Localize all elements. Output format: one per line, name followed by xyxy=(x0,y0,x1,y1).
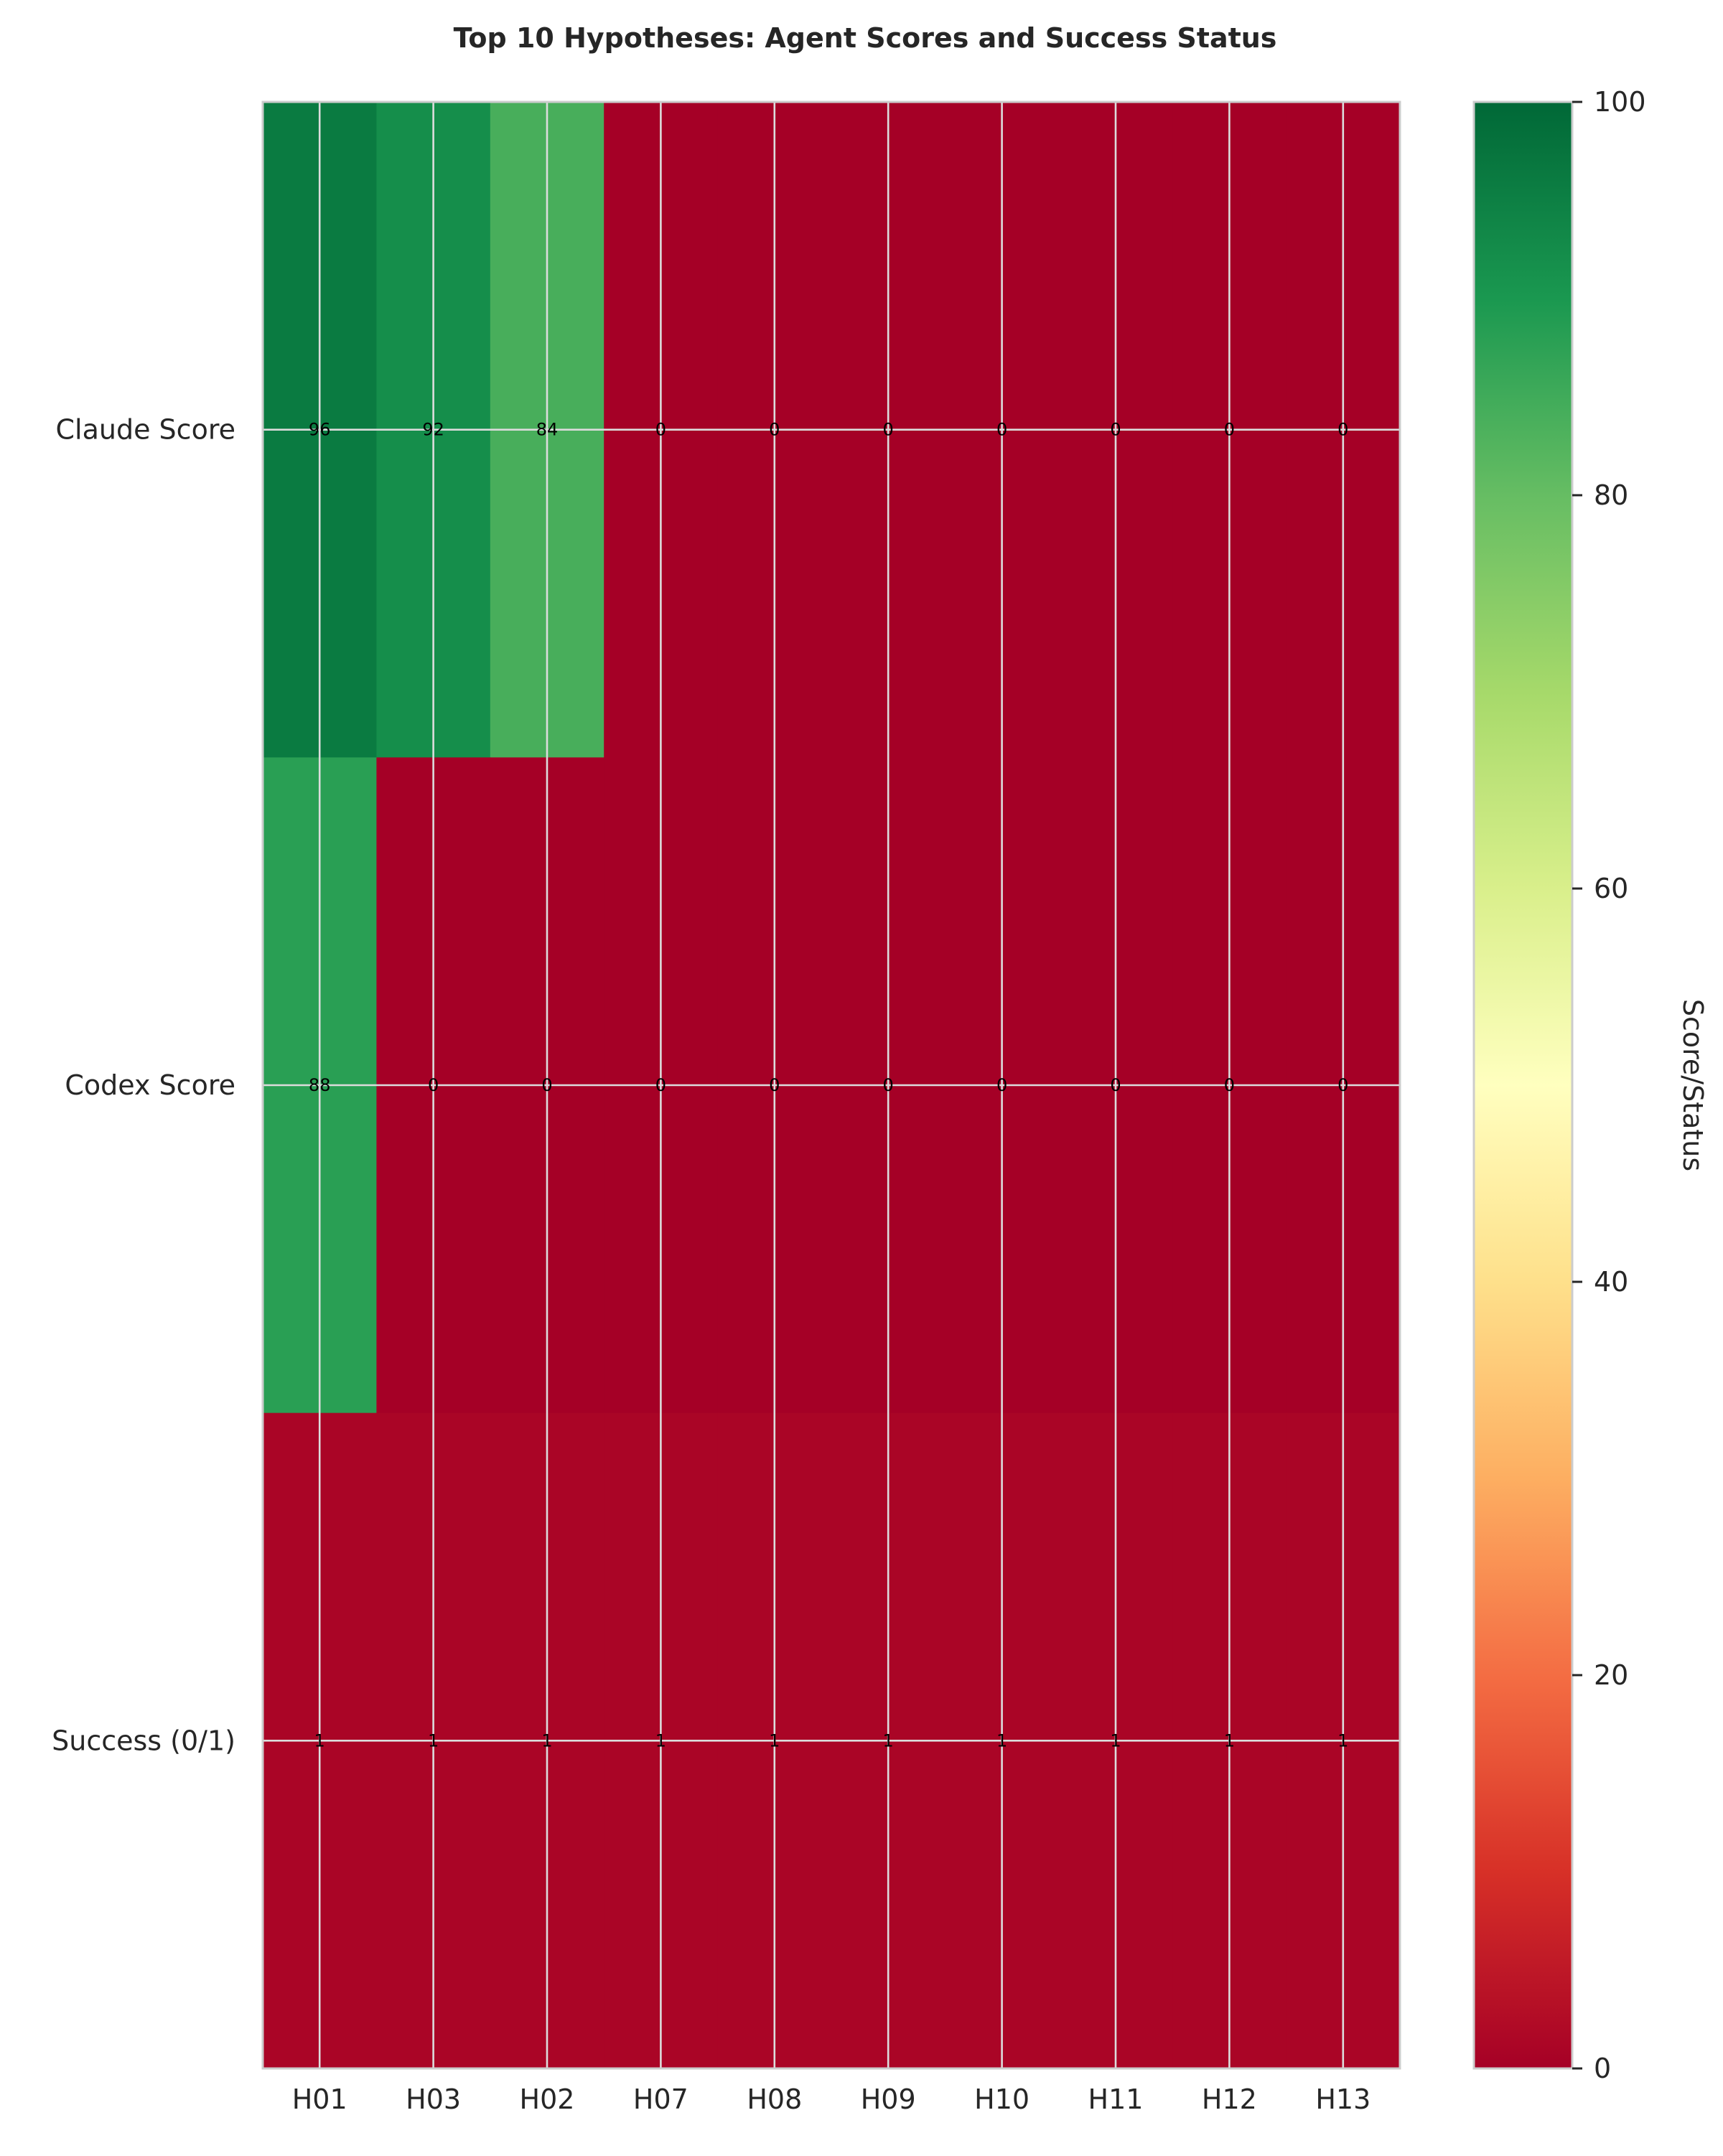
cell-value-label: 1 xyxy=(1224,1730,1235,1750)
cell-value-label: 1 xyxy=(655,1730,666,1750)
cell-value-label: 0 xyxy=(883,1075,894,1095)
cell-value-label: 0 xyxy=(1224,1075,1235,1095)
cell-value-label: 0 xyxy=(1224,420,1235,440)
cell-value-label: 96 xyxy=(309,420,331,440)
x-tick-label: H08 xyxy=(747,2084,802,2115)
cell-value-label: 0 xyxy=(769,420,780,440)
cell-value-label: 88 xyxy=(309,1075,331,1095)
cell-value-label: 1 xyxy=(996,1730,1007,1750)
x-tick-label: H11 xyxy=(1088,2084,1144,2115)
colorbar-tick-label: 80 xyxy=(1594,479,1628,511)
cell-value-label: 0 xyxy=(1337,1075,1348,1095)
x-tick-label: H07 xyxy=(633,2084,688,2115)
colorbar-tick-label: 0 xyxy=(1594,2053,1611,2084)
colorbar-gradient xyxy=(1472,100,1574,2070)
cell-value-label: 1 xyxy=(1337,1730,1348,1750)
y-tick-label: Codex Score xyxy=(65,1069,235,1101)
cell-value-label: 0 xyxy=(1337,420,1348,440)
x-tick-label: H10 xyxy=(974,2084,1029,2115)
cell-value-label: 92 xyxy=(422,420,444,440)
chart-title: Top 10 Hypotheses: Agent Scores and Succ… xyxy=(454,22,1277,54)
x-tick-label: H02 xyxy=(520,2084,575,2115)
y-tick-label: Claude Score xyxy=(56,414,235,446)
cell-value-label: 1 xyxy=(541,1730,552,1750)
cell-value-label: 0 xyxy=(769,1075,780,1095)
cell-value-label: 0 xyxy=(428,1075,439,1095)
cell-value-label: 0 xyxy=(541,1075,552,1095)
cell-value-label: 0 xyxy=(883,420,894,440)
colorbar: 0 20 40 60 80 100 xyxy=(1472,86,1646,2084)
colorbar-tick-label: 100 xyxy=(1594,86,1646,118)
cell-value-label: 1 xyxy=(769,1730,780,1750)
cell-value-label: 1 xyxy=(883,1730,894,1750)
grid-lines xyxy=(263,102,1400,2068)
cell-value-label: 0 xyxy=(655,420,666,440)
cell-value-label: 0 xyxy=(1110,420,1121,440)
y-tick-label: Success (0/1) xyxy=(52,1725,235,1756)
cell-value-label: 1 xyxy=(314,1730,325,1750)
cell-value-label: 0 xyxy=(996,420,1007,440)
x-tick-label: H13 xyxy=(1315,2084,1371,2115)
colorbar-label: Score/Status xyxy=(1677,999,1709,1171)
x-tick-label: H03 xyxy=(406,2084,461,2115)
x-tick-label: H12 xyxy=(1202,2084,1257,2115)
cell-value-label: 84 xyxy=(536,420,559,440)
cell-value-labels: 96 92 84 0 0 0 0 0 0 0 88 0 0 0 0 0 0 0 0 0 1 1 1 1 1 1 1 1 1 1 xyxy=(309,420,1349,1751)
plot-frame xyxy=(261,100,1401,2070)
cell-value-label: 1 xyxy=(428,1730,439,1750)
x-axis-ticks: H01 H03 H02 H07 H08 H09 H10 H11 H12 H13 xyxy=(292,2084,1371,2115)
colorbar-tick-label: 60 xyxy=(1594,873,1628,904)
x-tick-label: H09 xyxy=(861,2084,916,2115)
cell-value-label: 0 xyxy=(996,1075,1007,1095)
cell-value-label: 0 xyxy=(655,1075,666,1095)
cell-value-label: 1 xyxy=(1110,1730,1121,1750)
y-axis-ticks: Claude Score Codex Score Success (0/1) xyxy=(52,414,235,1757)
x-tick-label: H01 xyxy=(292,2084,347,2115)
cell-value-label: 0 xyxy=(1110,1075,1121,1095)
colorbar-tick-label: 40 xyxy=(1594,1266,1628,1298)
colorbar-tick-label: 20 xyxy=(1594,1659,1628,1691)
